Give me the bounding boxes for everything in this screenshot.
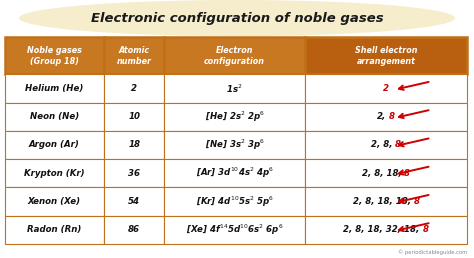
Text: [He] 2s$^2$ 2p$^6$: [He] 2s$^2$ 2p$^6$ — [205, 109, 264, 124]
Text: 2: 2 — [383, 84, 389, 93]
Text: Argon (Ar): Argon (Ar) — [29, 140, 80, 149]
Text: configuration: configuration — [204, 57, 265, 66]
Text: arrangement: arrangement — [356, 57, 416, 66]
Text: Shell electron: Shell electron — [355, 46, 417, 55]
Text: Atomic: Atomic — [118, 46, 150, 55]
Text: 2, 8, 18,: 2, 8, 18, — [362, 169, 401, 178]
Text: Electronic configuration of noble gases: Electronic configuration of noble gases — [91, 12, 383, 25]
Text: Electron: Electron — [216, 46, 254, 55]
Text: Noble gases: Noble gases — [27, 46, 82, 55]
Text: 86: 86 — [128, 225, 140, 234]
Text: 36: 36 — [128, 169, 140, 178]
Text: number: number — [117, 57, 152, 66]
Text: [Ne] 3s$^2$ 3p$^6$: [Ne] 3s$^2$ 3p$^6$ — [205, 138, 264, 152]
Text: 8: 8 — [386, 112, 395, 121]
Text: 18: 18 — [128, 140, 140, 149]
Text: Radon (Rn): Radon (Rn) — [27, 225, 82, 234]
Text: 2, 8,: 2, 8, — [371, 140, 392, 149]
Text: Helium (He): Helium (He) — [25, 84, 83, 93]
Text: 2, 8, 18, 18,: 2, 8, 18, 18, — [353, 197, 410, 206]
Text: 8: 8 — [401, 169, 410, 178]
Text: 2, 8, 18, 32, 18,: 2, 8, 18, 32, 18, — [343, 225, 419, 234]
Text: © periodictableguide.com: © periodictableguide.com — [398, 250, 467, 255]
Text: 2,: 2, — [377, 112, 386, 121]
Text: 8: 8 — [419, 225, 428, 234]
Text: 10: 10 — [128, 112, 140, 121]
Text: 8: 8 — [392, 140, 401, 149]
Text: (Group 18): (Group 18) — [30, 57, 79, 66]
Text: Xenon (Xe): Xenon (Xe) — [28, 197, 81, 206]
Text: [Kr] 4d$^{10}$5s$^2$ 5p$^6$: [Kr] 4d$^{10}$5s$^2$ 5p$^6$ — [196, 194, 273, 209]
Text: 8: 8 — [410, 197, 419, 206]
Text: Krypton (Kr): Krypton (Kr) — [24, 169, 85, 178]
Text: [Xe] 4f$^{14}$5d$^{10}$6s$^2$ 6p$^6$: [Xe] 4f$^{14}$5d$^{10}$6s$^2$ 6p$^6$ — [186, 222, 283, 237]
Text: [Ar] 3d$^{10}$4s$^2$ 4p$^6$: [Ar] 3d$^{10}$4s$^2$ 4p$^6$ — [196, 166, 273, 180]
Text: 54: 54 — [128, 197, 140, 206]
Text: 1s$^2$: 1s$^2$ — [227, 82, 243, 95]
Text: 2: 2 — [131, 84, 137, 93]
Text: Neon (Ne): Neon (Ne) — [30, 112, 79, 121]
